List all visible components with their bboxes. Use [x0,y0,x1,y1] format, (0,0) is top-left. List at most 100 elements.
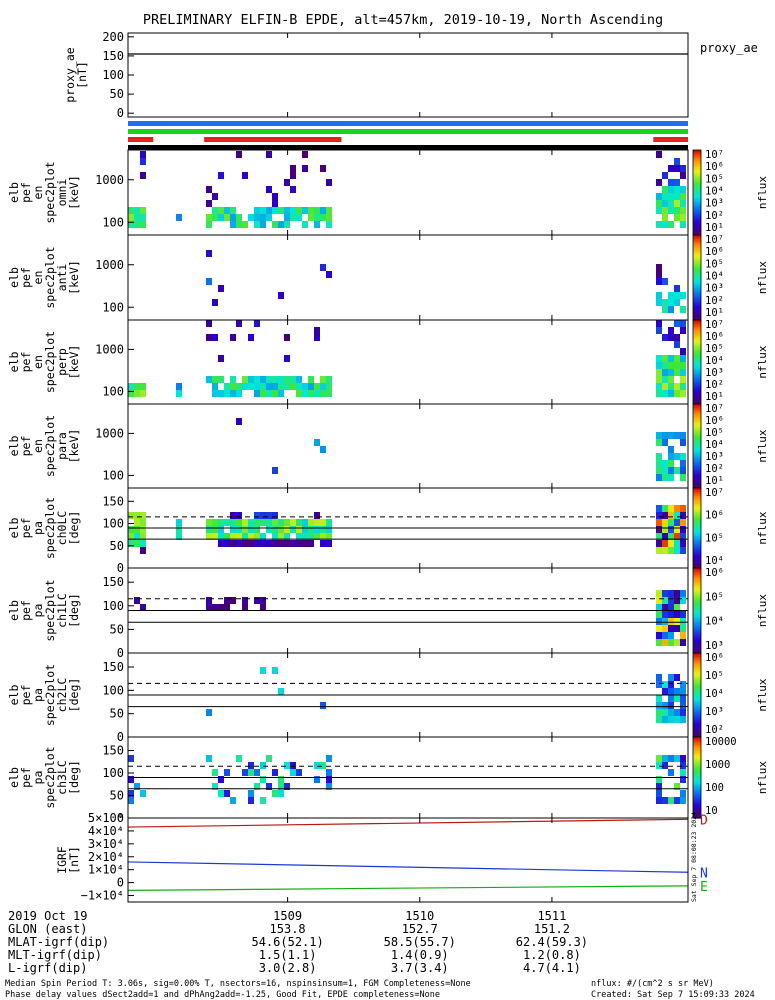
heat-cell [680,590,686,597]
colorbar-segment [693,747,701,750]
heat-cell [680,716,686,723]
heat-cell [296,526,302,533]
ytick-label: 100 [102,68,124,82]
colorbar-segment [693,621,701,624]
heat-cell [128,776,134,783]
colorbar-segment [693,437,701,441]
heat-cell [656,540,662,547]
heat-cell [278,390,284,397]
colorbar-segment [693,273,701,276]
heat-cell [128,755,134,762]
colorbar-segment [693,158,701,162]
heat-cell [284,221,290,228]
heat-region-0 [134,597,146,611]
heat-cell [680,519,686,526]
colorbar-segment [693,435,701,439]
heat-cell [680,432,686,439]
colorbar-segment [693,387,701,390]
ylabel-line: [keV] [67,345,81,380]
heat-cell [230,390,236,397]
heat-cell [662,709,668,716]
colorbar-label: nflux [756,261,769,294]
heat-cell [326,179,332,186]
colorbar-segment [693,540,701,543]
ylabel-line: pef [19,352,33,373]
heat-region-3 [656,264,680,292]
colorbar-segment [693,703,701,707]
heat-cell [218,376,224,383]
heat-cell [656,512,662,519]
heat-region-0 [128,755,146,804]
colorbar-segment [693,230,701,234]
heat-cell [662,632,668,639]
heat-cell [680,547,686,554]
colorbar-segment [693,374,701,378]
colorbar-segment [693,777,701,781]
colorbar-segment [693,209,701,213]
heat-cell [680,467,686,474]
heat-cell [668,362,674,369]
heat-cell [674,519,680,526]
colorbar-segment [693,418,701,422]
heat-cell [662,214,668,221]
colorbar-segment [693,807,701,811]
colorbar-segment [693,485,701,489]
heat-cell [254,390,260,397]
heat-cell [236,214,242,221]
heat-cell [656,299,662,306]
heat-cell [320,376,326,383]
heat-cell [284,519,290,526]
heat-cell [302,383,308,390]
heat-cell [662,755,668,762]
heat-cell [656,207,662,214]
heat-cell [662,597,668,604]
colorbar-segment [693,247,701,251]
heat-cell [320,519,326,526]
ephem-mlat: 58.5(55.7) [384,935,456,949]
heat-cell [212,533,218,540]
heat-cell [674,512,680,519]
heat-cell [248,533,254,540]
heat-region-1 [140,151,146,179]
heat-cell [242,376,248,383]
heat-cell [248,797,254,804]
ephem-l: 3.7(3.4) [391,961,449,975]
colorbar-segment [693,458,701,462]
colorbar-segment [693,591,701,595]
heat-cell [680,639,686,646]
heat-cell [260,540,266,547]
colorbar-segment [693,391,701,395]
colorbar-segment [693,661,701,665]
colorbar-segment [693,692,701,696]
status-bar-2-seg-2 [653,137,688,142]
colorbar-segment [693,181,701,185]
colorbar-tick-label: 10³ [705,198,724,210]
heat-cell [674,453,680,460]
heat-cell [236,519,242,526]
colorbar-segment [693,783,701,787]
colorbar-segment [693,608,701,612]
heat-cell [128,214,134,221]
heat-cell [278,526,284,533]
colorbar-segment [693,332,701,336]
heat-cell [278,540,284,547]
ytick-label: 100 [102,468,124,482]
heat-cell [680,214,686,221]
heat-cell [656,505,662,512]
heat-region-1 [140,547,146,554]
colorbar-segment [693,550,701,553]
heat-cell [662,299,668,306]
ylabel-line: elb [7,518,21,539]
ylabel-line: [keV] [67,429,81,464]
heat-cell [668,327,674,334]
colorbar-segment [693,711,701,715]
heat-cell [206,526,212,533]
heat-cell [272,526,278,533]
heat-cell [140,383,146,390]
heat-cell [668,540,674,547]
ytick-label: 150 [102,49,124,63]
heat-cell [236,418,242,425]
panel-frame [127,234,689,321]
heat-cell [272,200,278,207]
